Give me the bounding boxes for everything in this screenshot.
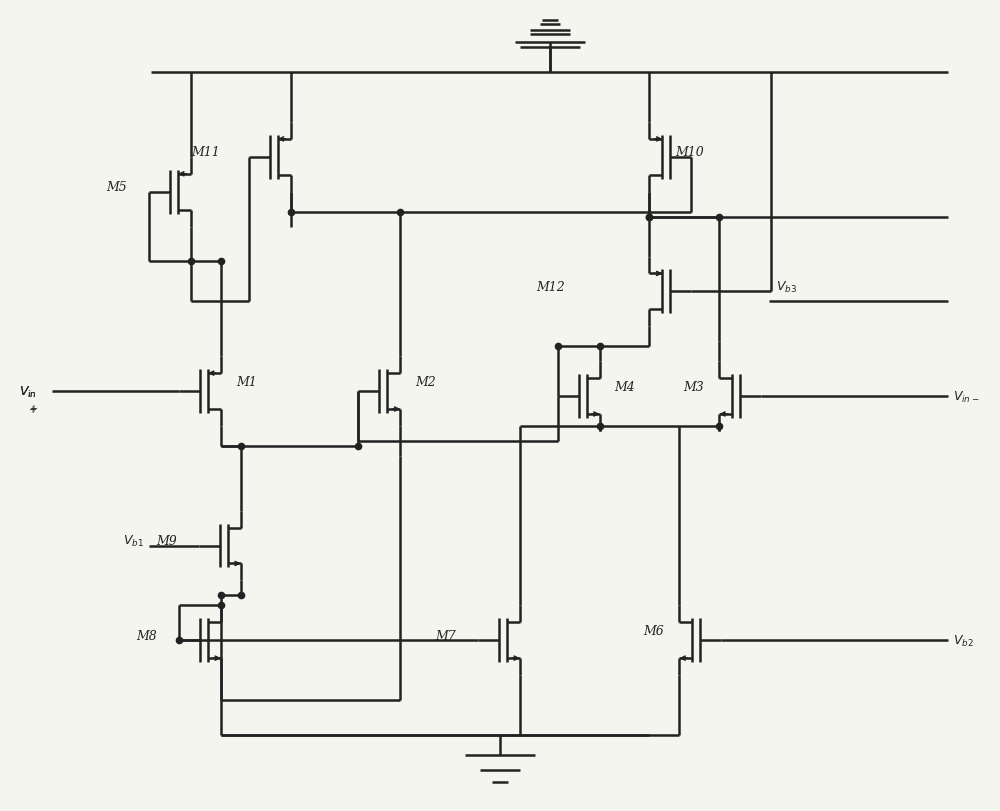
Text: $+$: $+$: [28, 404, 37, 415]
Text: M5: M5: [106, 181, 127, 194]
Text: $V_{b2}$: $V_{b2}$: [953, 633, 974, 648]
Text: M6: M6: [644, 624, 664, 637]
Text: M1: M1: [236, 375, 257, 388]
Text: M12: M12: [536, 281, 565, 294]
Text: M11: M11: [191, 146, 220, 159]
Text: $+$: $+$: [29, 403, 38, 414]
Text: $V_{in}$: $V_{in}$: [19, 384, 37, 399]
Text: $V_{b3}$: $V_{b3}$: [776, 280, 797, 294]
Text: M9: M9: [156, 534, 177, 547]
Text: M7: M7: [435, 629, 456, 642]
Text: M10: M10: [676, 146, 704, 159]
Text: $V_{b1}$: $V_{b1}$: [123, 534, 144, 548]
Text: M2: M2: [415, 375, 436, 388]
Text: $V_{in-}$: $V_{in-}$: [953, 389, 980, 404]
Text: M8: M8: [136, 629, 157, 642]
Text: M4: M4: [615, 380, 635, 393]
Text: $V_{\rm in}$: $V_{\rm in}$: [19, 384, 37, 399]
Text: M3: M3: [684, 380, 704, 393]
